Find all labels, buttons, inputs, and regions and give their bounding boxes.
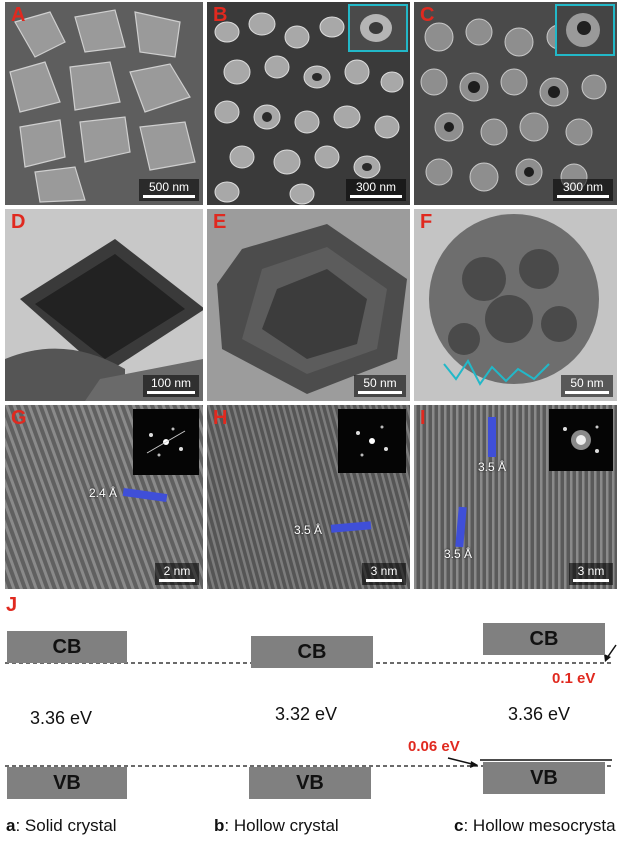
band-gap-b: 3.32 eV (275, 704, 338, 724)
scale-bar: 50 nm (561, 375, 613, 397)
panel-label: A (11, 4, 26, 26)
band-gap-c: 3.36 eV (508, 704, 571, 724)
panel-label: E (213, 211, 227, 233)
mesocrystal-particle-icon (566, 13, 600, 47)
inset-mesocrystal-particle (555, 4, 615, 56)
diffraction-pattern-icon (356, 425, 388, 457)
panel-label: I (420, 407, 426, 429)
panel-b-sem: B 300 nm (207, 2, 410, 205)
panel-label: H (213, 407, 228, 429)
panel-label: D (11, 211, 26, 233)
diffraction-pattern-icon (146, 427, 186, 457)
panel-label: C (420, 4, 435, 26)
scale-bar: 500 nm (139, 179, 199, 201)
vb-offset-label: 0.06 eV (408, 738, 460, 755)
panel-f-tem: F 50 nm (414, 209, 617, 401)
inset-hollow-particle (348, 4, 408, 52)
panel-label: J (6, 594, 18, 616)
scale-bar: 300 nm (346, 179, 406, 201)
scale-bar: 50 nm (354, 375, 406, 397)
scale-bar: 300 nm (553, 179, 613, 201)
d-spacing-label: 3.5 Å (478, 460, 507, 474)
caption-b: b: Hollow crystal (214, 816, 339, 835)
band-gap-a: 3.36 eV (30, 708, 93, 728)
sem-grains-a (5, 2, 203, 205)
tem-hollow-crystal (207, 209, 410, 401)
panel-label: F (420, 211, 433, 233)
panel-label: B (213, 4, 228, 26)
panel-e-tem: E 50 nm (207, 209, 410, 401)
fft-inset (133, 409, 199, 475)
scale-bar: 3 nm (569, 563, 613, 585)
fft-inset (549, 409, 613, 471)
scale-bar: 3 nm (362, 563, 406, 585)
cb-band-c: CB (483, 623, 605, 655)
d-spacing-label: 2.4 Å (89, 486, 118, 500)
tem-mesocrystal (414, 209, 617, 401)
vb-band-c: VB (483, 762, 605, 794)
scale-bar: 100 nm (143, 375, 199, 397)
panel-g-hrtem: 2.4 Å G 2 nm (5, 405, 203, 589)
d-spacing-label: 3.5 Å (294, 523, 323, 537)
vb-band-a: VB (7, 767, 127, 799)
cb-band-a: CB (7, 631, 127, 663)
hollow-particle-icon (360, 14, 392, 42)
vb-band-b: VB (249, 767, 371, 799)
tem-solid-crystal (5, 209, 203, 401)
lattice-marker (488, 417, 496, 457)
d-spacing-label: 3.5 Å (444, 547, 473, 561)
fft-inset (338, 409, 406, 473)
scale-bar: 2 nm (155, 563, 199, 585)
band-diagram: J CB CB CB 3.36 eV 3.32 eV 3.36 eV 0.1 e… (0, 590, 619, 846)
diffraction-pattern-icon (563, 425, 599, 453)
panel-i-hrtem: 3.5 Å 3.5 Å I 3 nm (414, 405, 617, 589)
panel-label: G (11, 407, 27, 429)
cb-band-b: CB (251, 636, 373, 668)
cb-offset-label: 0.1 eV (552, 670, 596, 687)
panel-h-hrtem: 3.5 Å H 3 nm (207, 405, 410, 589)
caption-c: c: Hollow mesocrysta (454, 816, 616, 835)
panel-c-sem: C 300 nm (414, 2, 617, 205)
caption-a: a: Solid crystal (6, 816, 117, 835)
panel-d-tem: D 100 nm (5, 209, 203, 401)
panel-a-sem: A 500 nm (5, 2, 203, 205)
